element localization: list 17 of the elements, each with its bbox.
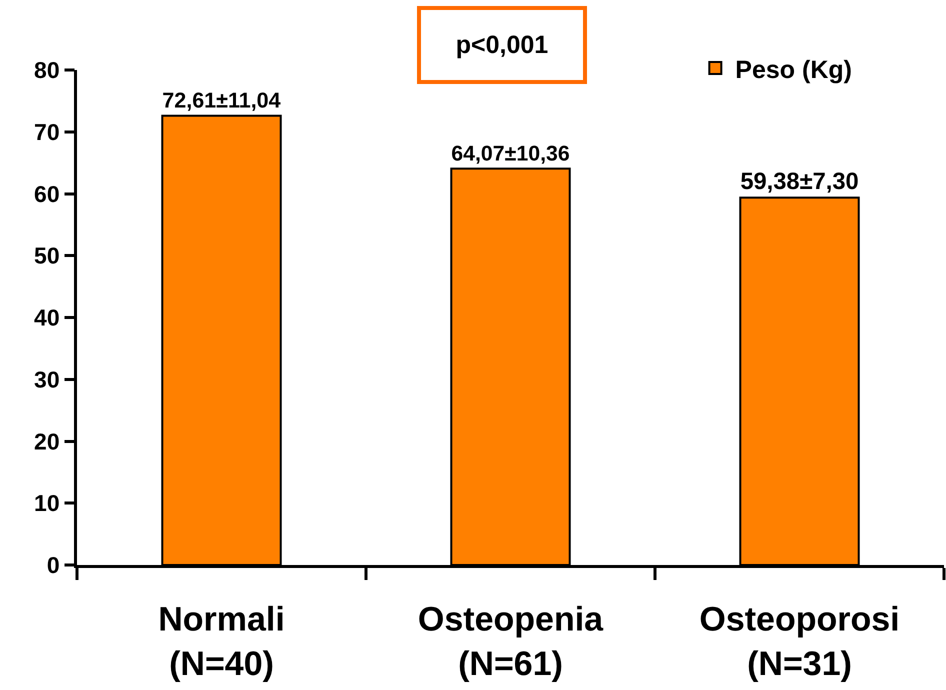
y-tick-label: 20 (34, 428, 60, 454)
y-tick-label: 0 (46, 552, 60, 578)
y-tick-label: 30 (34, 366, 60, 392)
x-tick-label: Osteoporosi (N=31) (699, 600, 900, 683)
x-tick-label: Osteopenia (N=61) (418, 600, 604, 683)
y-tick-label: 10 (34, 490, 60, 516)
data-label: 64,07±10,36 (451, 141, 570, 166)
text: p<0,001 (456, 31, 548, 59)
y-tick-label: 60 (34, 180, 60, 207)
legend-label: Peso (Kg) (735, 56, 852, 84)
data-label: 59,38±7,30 (740, 168, 859, 195)
data-label: 72,61±11,04 (162, 88, 281, 113)
y-tick-label: 80 (34, 57, 60, 84)
y-tick-label: 40 (34, 304, 60, 331)
y-tick-label: 70 (34, 118, 60, 145)
y-tick-label: 50 (34, 242, 60, 269)
x-tick-label: Normali (N=40) (158, 600, 285, 683)
